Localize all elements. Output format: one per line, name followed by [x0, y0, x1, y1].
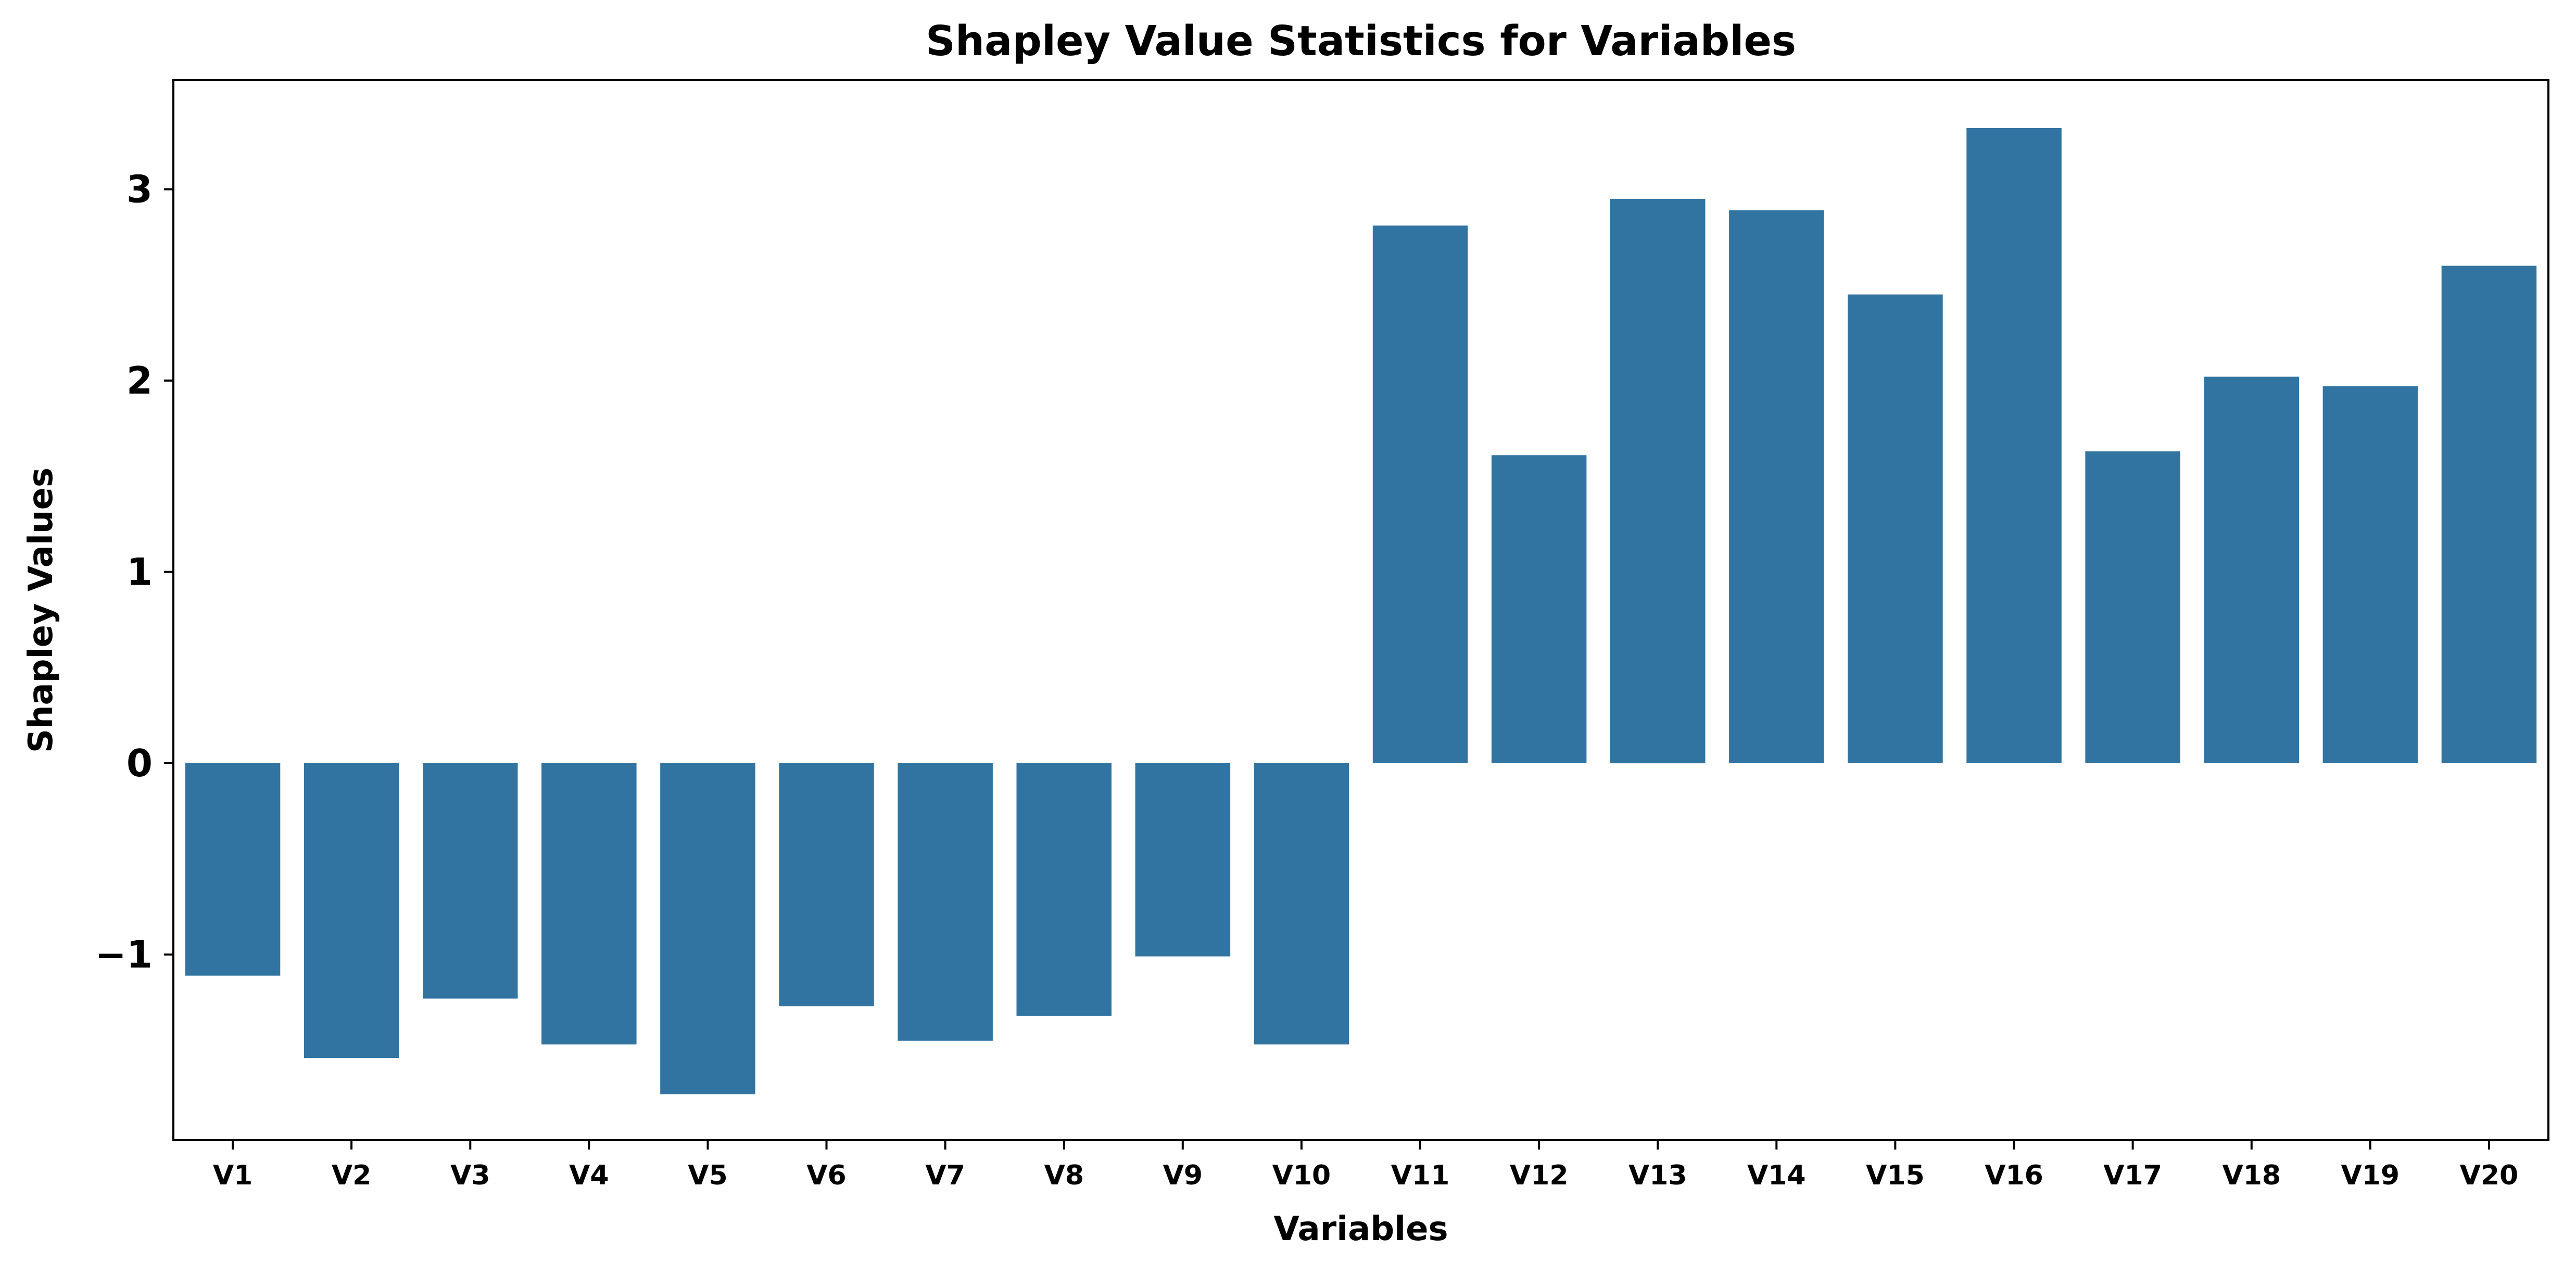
x-axis: V1 V2 V3 V4 V5 V6 V7 V8 V9 V10 V11 V12 V13 V14 V15 V16 V…	[213, 1140, 2518, 1191]
bar-v10	[1254, 763, 1349, 1045]
x-tick-label: V17	[2103, 1160, 2162, 1191]
bar-v11	[1372, 225, 1468, 763]
x-tick-label: V13	[1628, 1160, 1687, 1191]
x-tick-label: V10	[1272, 1160, 1331, 1191]
bar-v16	[1966, 128, 2062, 763]
x-tick-label: V11	[1391, 1160, 1450, 1191]
bars-layer	[185, 128, 2537, 1094]
bar-v6	[779, 763, 874, 1006]
x-tick-label: V16	[1985, 1160, 2043, 1191]
bar-v19	[2322, 386, 2418, 763]
x-tick-label: V4	[569, 1160, 609, 1191]
bar-v15	[1848, 294, 1943, 763]
bar-v14	[1729, 210, 1824, 763]
x-tick-label: V9	[1163, 1160, 1203, 1191]
x-tick-label: V20	[2460, 1160, 2519, 1191]
x-tick-label: V8	[1044, 1160, 1084, 1191]
y-tick-label: 3	[127, 168, 153, 211]
chart-title: Shapley Value Statistics for Variables	[926, 17, 1796, 65]
x-tick-label: V6	[806, 1160, 846, 1191]
y-tick-label: 2	[127, 359, 153, 402]
plot-frame	[172, 79, 2549, 1141]
x-tick-label: V1	[213, 1160, 252, 1191]
y-axis-label: Shapley Values	[22, 468, 60, 753]
bar-v18	[2204, 376, 2299, 763]
bar-v12	[1491, 455, 1587, 763]
bar-v17	[2085, 451, 2180, 763]
y-tick-label: −1	[95, 933, 153, 977]
x-tick-label: V3	[450, 1160, 490, 1191]
y-axis: −1 0 1 2 3	[95, 168, 173, 977]
y-tick-label: 0	[127, 741, 153, 785]
x-axis-label: Variables	[1273, 1210, 1448, 1248]
x-tick-label: V2	[332, 1160, 371, 1191]
x-tick-label: V15	[1866, 1160, 1925, 1191]
bar-v3	[423, 763, 518, 999]
bar-v7	[898, 763, 993, 1041]
bar-v9	[1135, 763, 1231, 957]
x-tick-label: V18	[2222, 1160, 2281, 1191]
x-tick-label: V19	[2341, 1160, 2400, 1191]
y-tick-label: 1	[127, 550, 153, 594]
x-tick-label: V5	[688, 1160, 727, 1191]
bar-v5	[660, 763, 755, 1094]
bar-v1	[185, 763, 281, 976]
x-tick-label: V14	[1747, 1160, 1806, 1191]
bar-v8	[1016, 763, 1112, 1016]
x-tick-label: V12	[1510, 1160, 1569, 1191]
bar-v4	[541, 763, 637, 1045]
x-tick-label: V7	[925, 1160, 965, 1191]
bar-v13	[1610, 198, 1706, 764]
bar-v20	[2441, 266, 2537, 763]
bar-v2	[304, 763, 399, 1058]
